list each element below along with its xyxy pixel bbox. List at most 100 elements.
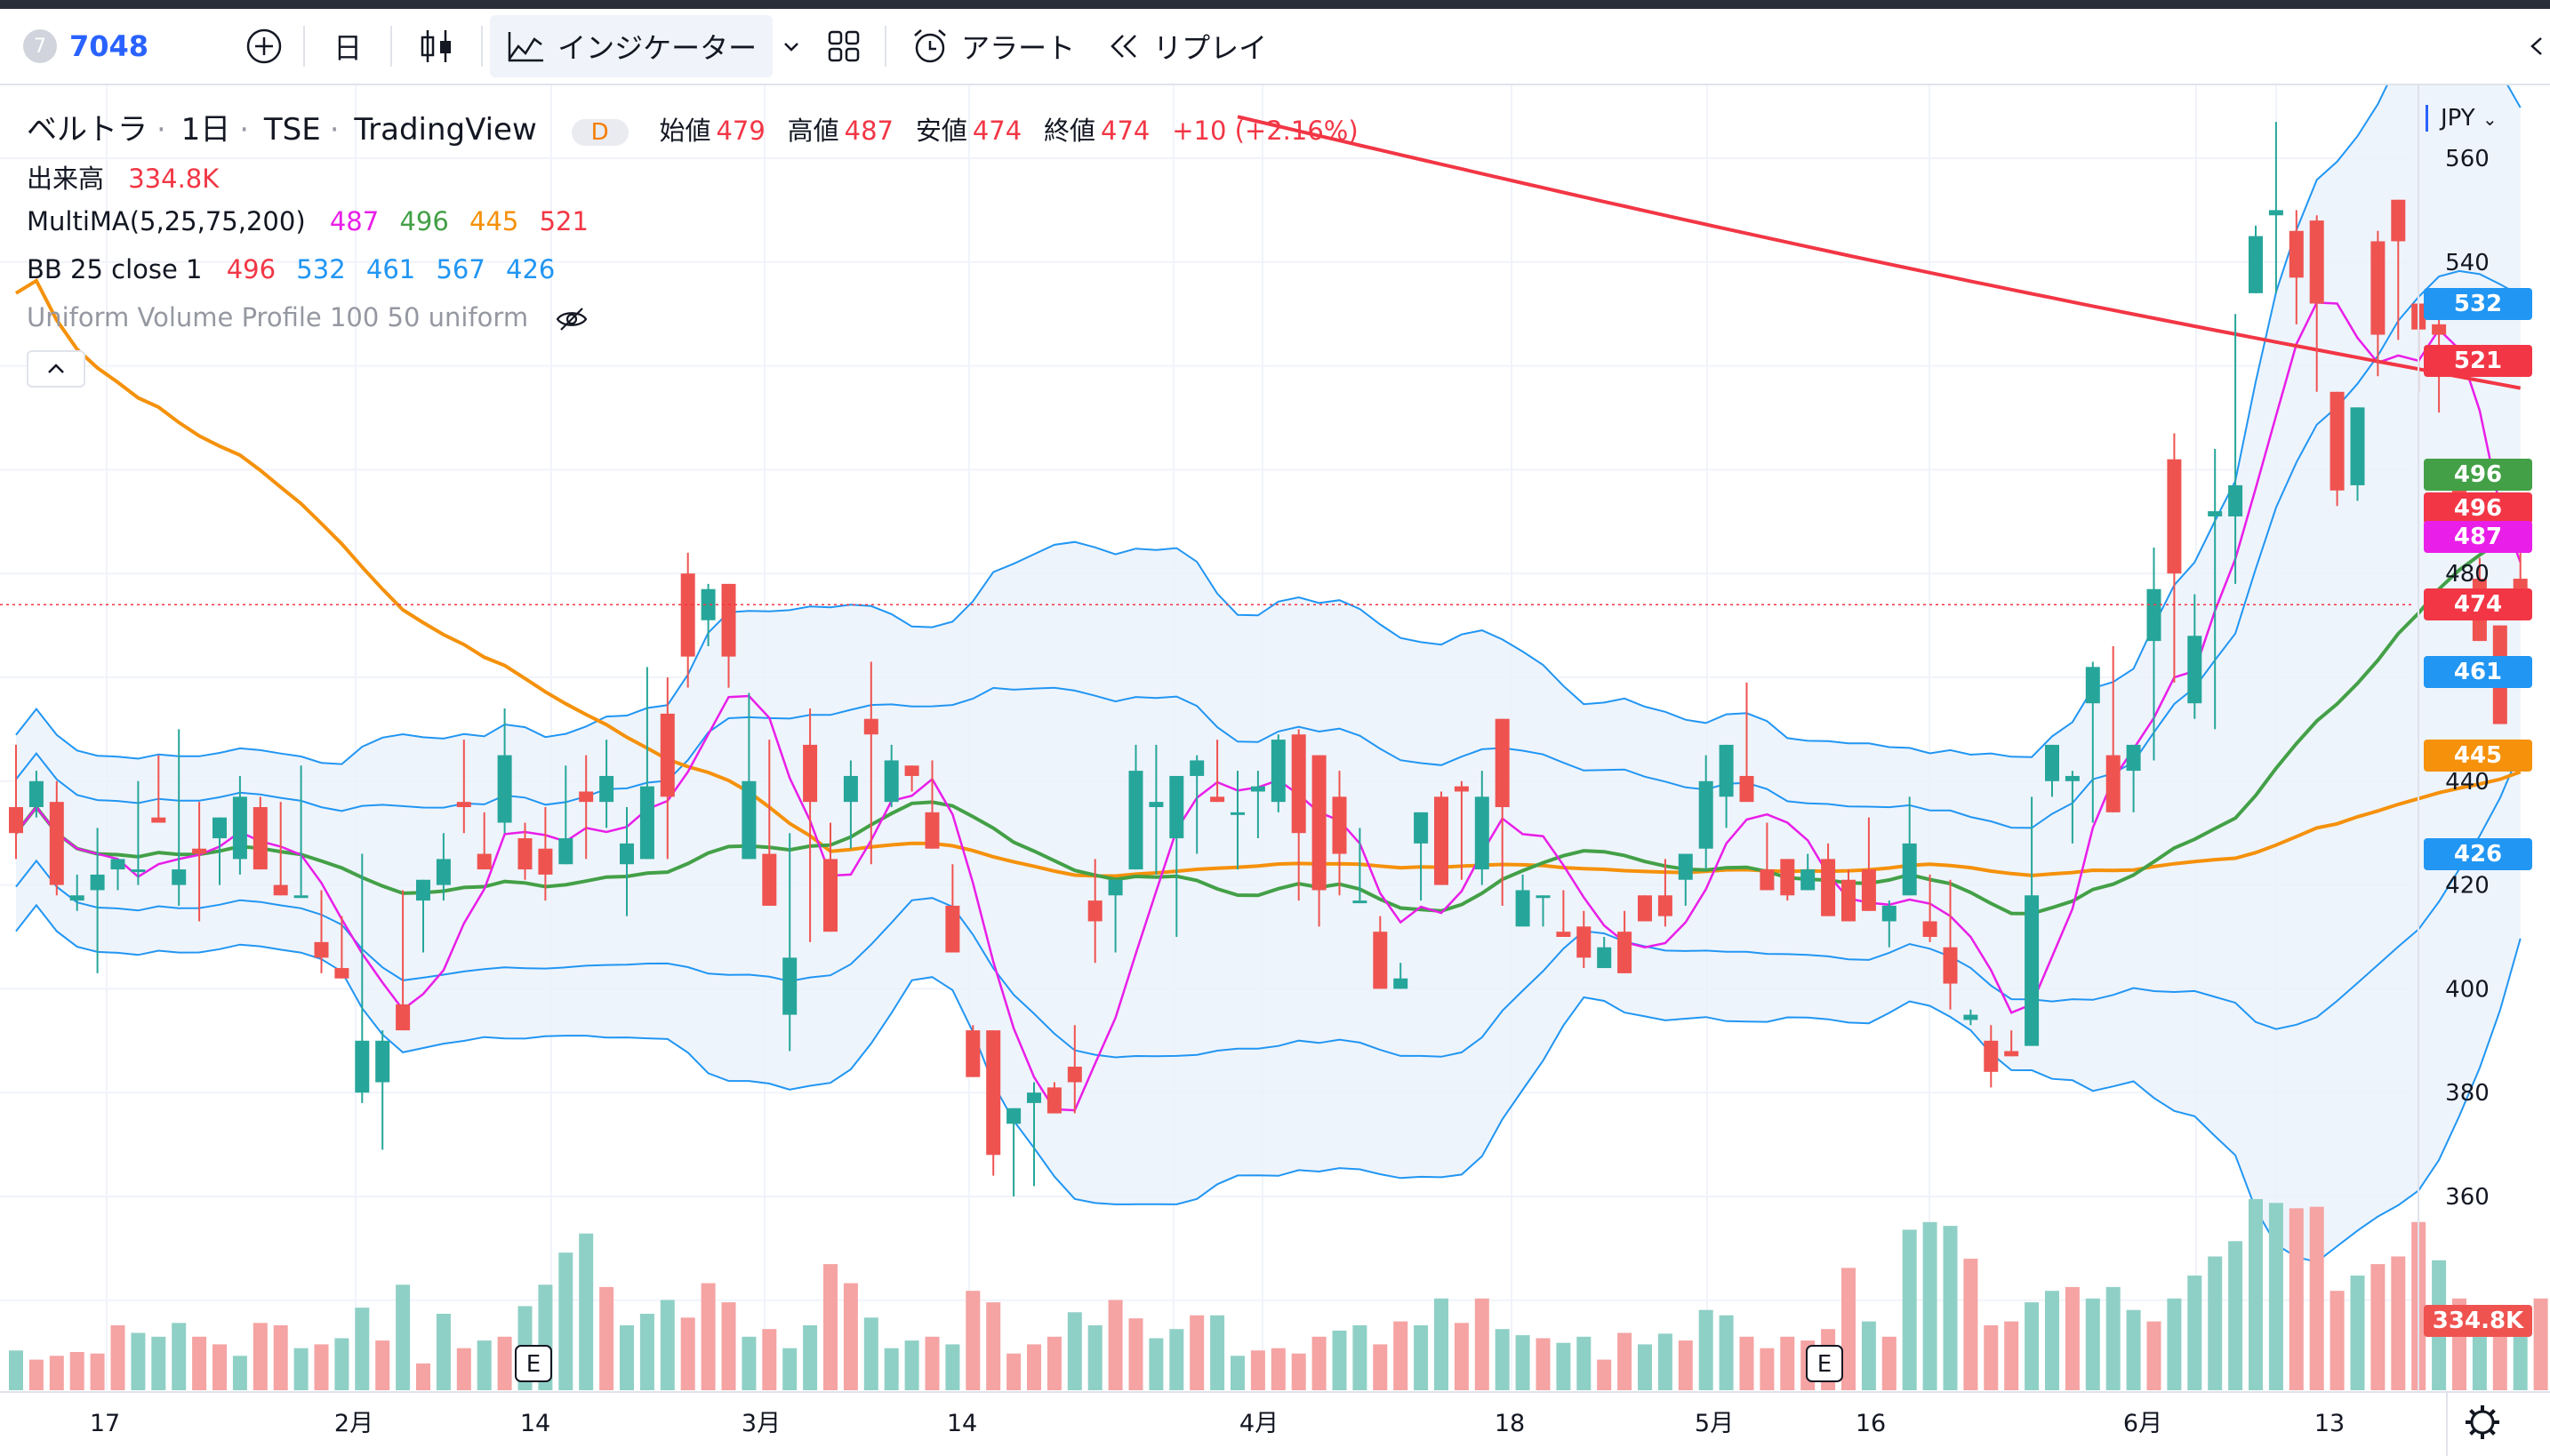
volume-bar [2309, 1206, 2324, 1390]
market-status-badge[interactable]: D [571, 119, 629, 146]
candle-body [110, 859, 125, 870]
candle-body [477, 853, 492, 870]
price-axis-tick: 420 [2445, 873, 2490, 900]
volume-bar [1739, 1336, 1754, 1390]
candle-body [1984, 1040, 1999, 1072]
price-label: 496 [2424, 458, 2532, 491]
currency-dropdown[interactable]: JPY ⌄ [2426, 105, 2498, 132]
candle [131, 780, 146, 885]
legend-volume-profile-row[interactable]: Uniform Volume Profile 100 50 uniform [27, 302, 589, 332]
candle-body [1495, 718, 1510, 807]
volume-bar [1373, 1344, 1388, 1390]
chart-type-button[interactable] [399, 15, 474, 77]
volume-bar [823, 1264, 838, 1390]
earnings-marker: E [515, 1345, 552, 1382]
volume-bar [1393, 1321, 1408, 1390]
volume-bar [1210, 1315, 1225, 1390]
candle [823, 822, 838, 932]
volume-bar [925, 1336, 940, 1390]
candle-body [1311, 755, 1327, 891]
candle [2391, 199, 2406, 340]
chart-area[interactable]: E E 560 540 480 440 420 400 380 360 17 2月 14 3月 14 4月 18… [0, 85, 2550, 1456]
candle-body [2187, 636, 2202, 704]
volume-bar [2391, 1256, 2406, 1390]
volume-bar [2350, 1276, 2365, 1390]
volume-bar [2025, 1302, 2040, 1390]
candle [925, 760, 940, 849]
candle [1943, 879, 1958, 1010]
ohlc-open-label: 始値 [659, 116, 711, 146]
candle-body [232, 796, 247, 860]
candle [1271, 734, 1286, 812]
gear-icon-ring [2470, 1410, 2495, 1435]
ohlc-close-value: 474 [1101, 116, 1151, 146]
time-axis-label: 4月 [1239, 1410, 1279, 1437]
legend-collapse-button[interactable] [27, 350, 85, 388]
candle [2268, 122, 2283, 293]
candle [1963, 1009, 1978, 1026]
legend-bb-row[interactable]: BB 25 close 1 496 532 461 567 426 [27, 254, 560, 284]
indicators-button[interactable]: インジケーター [490, 15, 774, 77]
volume-bar [803, 1324, 818, 1390]
candle-body [1291, 734, 1306, 834]
indicators-dropdown[interactable] [773, 15, 810, 77]
ohlc-close-label: 終値 [1044, 116, 1096, 146]
volume-bar [477, 1340, 492, 1390]
candle [314, 890, 329, 973]
legend-volume-row[interactable]: 出来高 334.8K [27, 158, 224, 196]
gear-icon-tooth [2469, 1428, 2476, 1436]
candle [1719, 744, 1734, 828]
ma5-line [15, 301, 2522, 1112]
candle [1800, 853, 1816, 891]
eye-hidden-icon[interactable] [554, 306, 589, 332]
volume-bar [2329, 1291, 2345, 1390]
candle [2085, 661, 2100, 823]
candle [1434, 791, 1448, 885]
candle-body [1169, 775, 1184, 839]
bb-basis-value: 496 [226, 254, 277, 284]
volume-bar [1698, 1309, 1713, 1390]
legend-name[interactable]: ベルトラ [27, 112, 148, 148]
volume-bar [1515, 1335, 1530, 1390]
earnings-marker-label: E [1817, 1351, 1832, 1378]
interval-button[interactable]: 日 [333, 31, 363, 65]
candle [1474, 771, 1489, 885]
volume-bar [762, 1329, 777, 1390]
volume-bar [701, 1283, 716, 1390]
volume-bar [212, 1344, 227, 1390]
candle [1128, 744, 1143, 870]
gear-icon[interactable] [2466, 1405, 2499, 1439]
price-chart[interactable]: E E 560 540 480 440 420 400 380 360 17 2月 14 3月 14 4月 18… [0, 85, 2550, 1456]
alert-button[interactable]: アラート [894, 15, 1091, 77]
ohlc-change: +10 (+2.16%) [1172, 116, 1359, 146]
volume-bar [253, 1323, 268, 1390]
layouts-button[interactable] [810, 15, 878, 77]
volume-bar [1087, 1324, 1103, 1390]
legend-multima-row[interactable]: MultiMA(5,25,75,200) 487 496 445 521 [27, 206, 594, 236]
legend-exchange: TSE [263, 112, 321, 148]
volume-bar [2492, 1329, 2507, 1390]
ohlc-low-value: 474 [972, 116, 1022, 146]
volume-bar [28, 1359, 44, 1390]
volume-bar [334, 1338, 349, 1390]
ma75-line [14, 277, 2522, 878]
candle-body [2350, 407, 2365, 485]
panel-toggle[interactable] [2522, 15, 2550, 77]
candle [1352, 828, 1367, 904]
candle [863, 661, 878, 865]
window-top-bar [0, 0, 2550, 9]
volume-bar [375, 1340, 390, 1390]
volume-bar [69, 1352, 84, 1390]
candle [28, 771, 44, 818]
candle [2329, 391, 2345, 507]
compare-button[interactable] [232, 15, 296, 77]
bollinger-band-line [15, 269, 2522, 829]
candle-body [1393, 978, 1408, 989]
symbol-search[interactable]: 7 7048 [0, 15, 161, 77]
volume-bar [1902, 1229, 1917, 1390]
volume-bar [966, 1291, 981, 1390]
candle-body [2329, 391, 2345, 491]
volume-bar [1332, 1330, 1347, 1390]
candle-body [1087, 900, 1103, 922]
replay-button[interactable]: リプレイ [1091, 15, 1283, 77]
